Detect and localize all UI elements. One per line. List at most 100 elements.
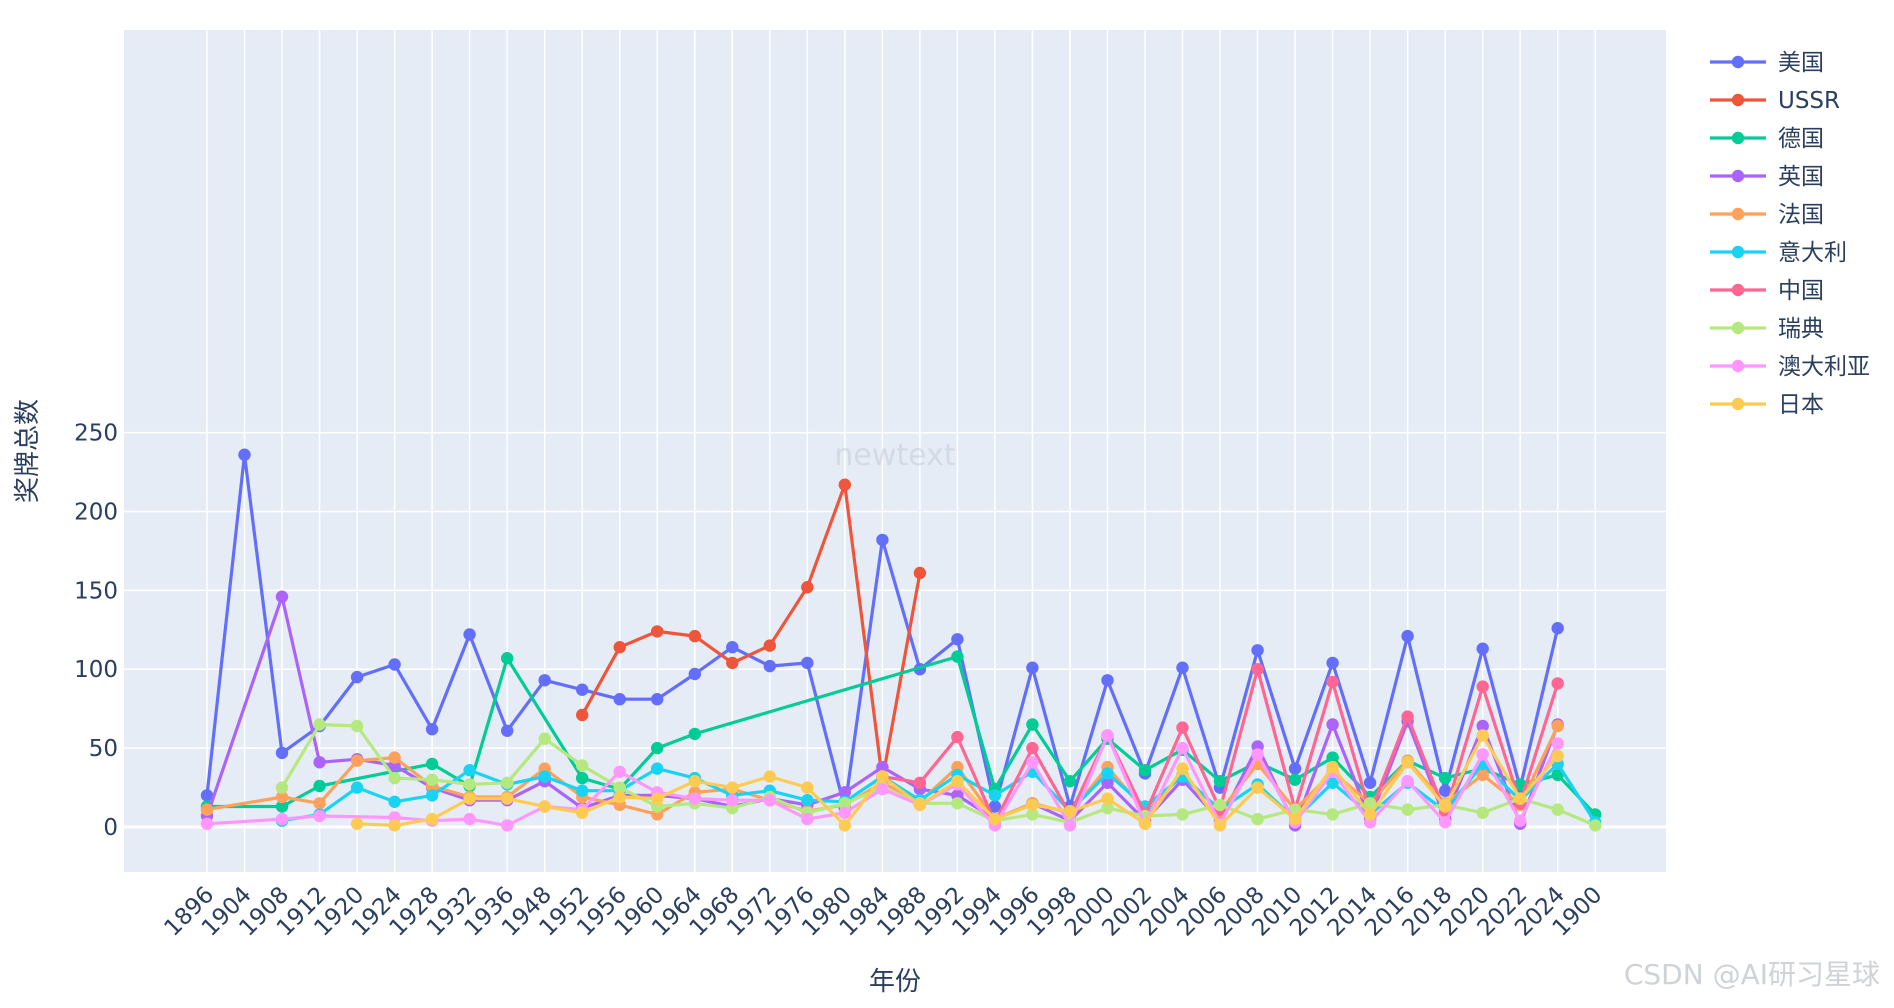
legend-item[interactable]: 德国	[1710, 126, 1824, 152]
data-point	[1176, 808, 1189, 821]
data-point	[238, 448, 251, 461]
series-layer	[200, 448, 1602, 832]
legend-item[interactable]: 日本	[1710, 392, 1824, 418]
data-point	[1026, 808, 1039, 821]
data-point	[1476, 768, 1489, 782]
data-point	[576, 759, 589, 772]
data-point	[726, 781, 739, 794]
data-point	[1101, 776, 1114, 789]
data-point	[763, 770, 776, 783]
data-point	[1138, 764, 1152, 777]
legend-label: 美国	[1778, 50, 1824, 76]
legend-label: 英国	[1778, 164, 1824, 190]
data-point	[1026, 798, 1039, 812]
data-point	[1101, 792, 1114, 805]
data-point	[688, 727, 701, 741]
data-point	[1326, 718, 1339, 731]
data-point	[200, 803, 214, 816]
data-point	[200, 817, 214, 830]
legend-swatch-marker	[1731, 93, 1745, 107]
data-point	[1288, 762, 1302, 775]
data-point	[913, 776, 927, 789]
data-point	[1401, 629, 1414, 643]
data-point	[1176, 741, 1189, 755]
data-point	[838, 478, 851, 491]
data-point	[501, 724, 514, 737]
legend-item[interactable]: 法国	[1710, 202, 1824, 228]
data-point	[1476, 642, 1489, 655]
legend-swatch-marker	[1731, 131, 1745, 145]
data-point	[1551, 768, 1564, 782]
data-point	[350, 817, 364, 830]
data-point	[951, 797, 964, 810]
data-point	[1514, 814, 1527, 827]
data-point	[1326, 656, 1339, 670]
data-point	[350, 754, 364, 767]
data-point	[425, 723, 439, 736]
data-point	[688, 792, 701, 805]
data-point	[425, 812, 439, 826]
data-point	[538, 732, 551, 745]
watermark: newtext	[834, 438, 955, 473]
legend-swatch-marker	[1731, 55, 1745, 69]
data-point	[1026, 756, 1039, 769]
credit-watermark: CSDN @AI研习星球	[1624, 958, 1880, 991]
data-point	[200, 789, 214, 802]
data-point	[801, 812, 814, 826]
data-point	[576, 771, 589, 785]
data-point	[1401, 710, 1414, 723]
y-tick-label: 150	[74, 578, 118, 604]
data-point	[1551, 737, 1564, 750]
data-point	[275, 590, 289, 603]
data-point	[463, 778, 476, 791]
data-point	[1551, 622, 1564, 635]
y-axis-title: 奖牌总数	[13, 399, 43, 503]
data-point	[1439, 816, 1452, 829]
data-point	[726, 641, 739, 654]
data-point	[651, 792, 664, 805]
legend-swatch-marker	[1731, 169, 1745, 183]
data-point	[1363, 808, 1377, 821]
data-point	[275, 746, 289, 760]
legend-item[interactable]: 意大利	[1710, 240, 1847, 266]
data-point	[1326, 751, 1339, 764]
data-point	[801, 581, 814, 594]
data-point	[313, 779, 326, 793]
legend-item[interactable]: 美国	[1710, 50, 1824, 76]
legend-item[interactable]: 英国	[1710, 164, 1824, 190]
data-point	[951, 775, 964, 788]
data-point	[1326, 808, 1339, 821]
legend-item[interactable]: USSR	[1710, 88, 1840, 114]
data-point	[1026, 718, 1039, 731]
series-9	[350, 729, 1564, 832]
data-point	[1101, 767, 1114, 780]
legend-item[interactable]: 中国	[1710, 278, 1824, 304]
data-point	[1401, 756, 1414, 769]
data-point	[1401, 775, 1414, 788]
plot-background	[124, 30, 1666, 872]
data-point	[763, 639, 776, 652]
data-point	[1176, 762, 1189, 775]
data-point	[388, 751, 401, 764]
data-point	[876, 760, 889, 774]
legend-swatch-marker	[1731, 283, 1745, 297]
y-tick-label: 250	[74, 421, 118, 447]
data-point	[313, 756, 326, 769]
data-point	[1101, 801, 1114, 815]
data-point	[1551, 749, 1564, 763]
data-point	[651, 693, 664, 706]
data-point	[501, 819, 514, 832]
y-tick-label: 200	[74, 499, 118, 525]
legend-item[interactable]: 澳大利亚	[1710, 354, 1870, 380]
legend-label: 澳大利亚	[1778, 354, 1870, 380]
data-point	[1101, 674, 1114, 687]
data-point	[463, 812, 476, 826]
data-point	[876, 533, 889, 547]
data-point	[313, 797, 326, 810]
data-point	[651, 625, 664, 638]
data-point	[1138, 817, 1152, 830]
data-point	[1363, 776, 1377, 789]
legend-item[interactable]: 瑞典	[1710, 316, 1824, 342]
data-point	[1213, 798, 1227, 812]
